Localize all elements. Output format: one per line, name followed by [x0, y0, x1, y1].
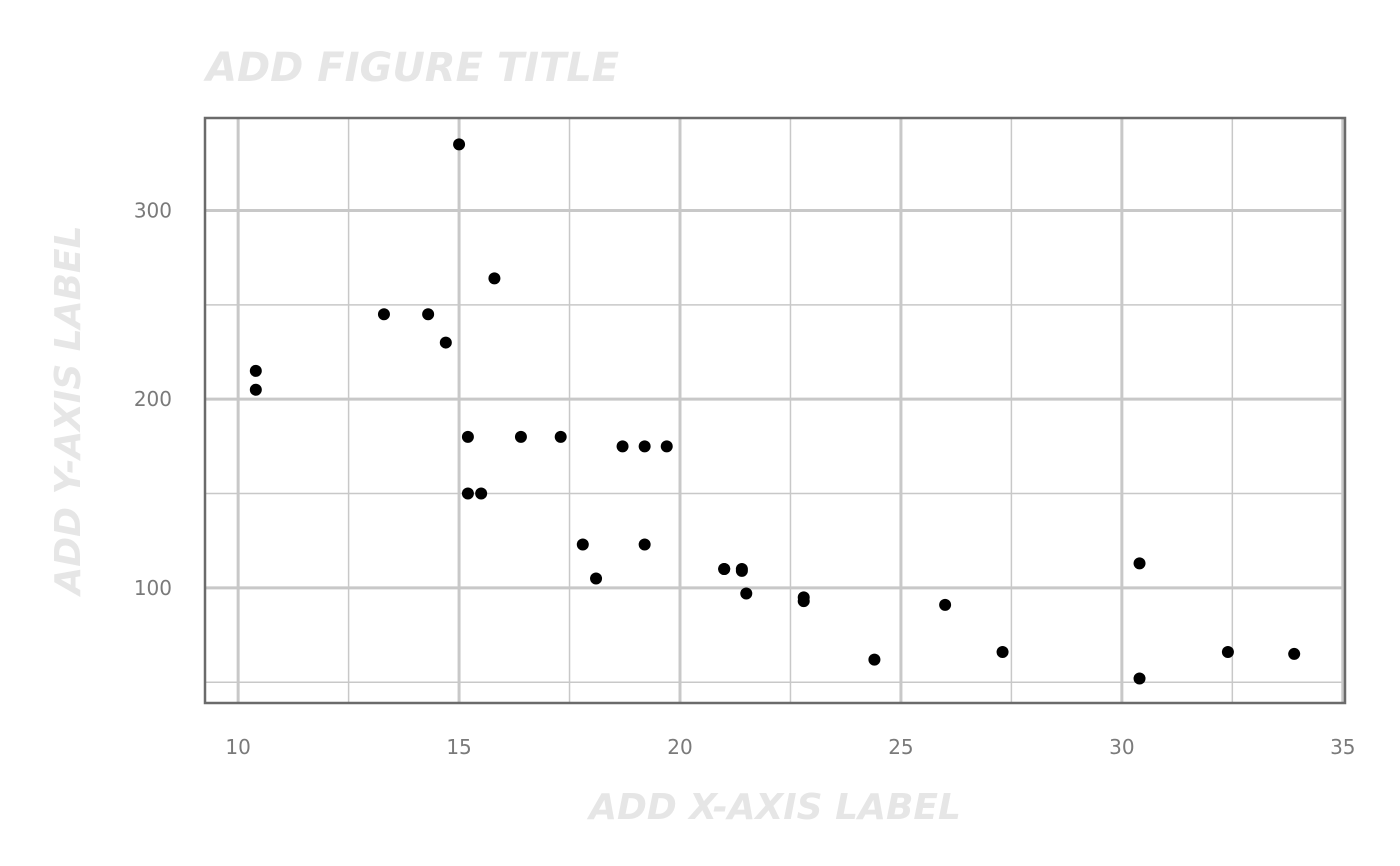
data-point [554, 430, 567, 443]
data-points [249, 138, 1301, 685]
x-tick-label: 30 [1109, 735, 1134, 759]
plot-border [203, 116, 1347, 705]
y-tick-label: 100 [134, 576, 172, 600]
data-point [249, 364, 262, 377]
data-point [868, 653, 881, 666]
y-axis-label: ADD Y-AXIS LABEL [48, 225, 89, 597]
y-tick-label: 200 [134, 387, 172, 411]
data-point [488, 272, 501, 285]
chart-title: ADD FIGURE TITLE [203, 45, 619, 91]
data-point [996, 646, 1009, 659]
data-point [422, 308, 435, 321]
data-point [638, 538, 651, 551]
data-point [735, 564, 748, 577]
data-point [660, 440, 673, 453]
data-point [475, 487, 488, 500]
data-point [616, 440, 629, 453]
data-point [576, 538, 589, 551]
x-tick-label: 15 [446, 735, 471, 759]
data-point [461, 430, 474, 443]
grid [205, 118, 1345, 703]
y-tick-label: 300 [134, 198, 172, 222]
x-tick-label: 20 [667, 735, 692, 759]
data-point [514, 430, 527, 443]
x-tick-label: 25 [888, 735, 913, 759]
tick-labels: 10 15 20 25 30 35 100 200 300 [134, 198, 1356, 759]
data-point [797, 591, 810, 604]
data-point [1288, 647, 1301, 660]
x-tick-label: 35 [1330, 735, 1355, 759]
data-point [439, 336, 452, 349]
data-point [377, 308, 390, 321]
data-point [461, 487, 474, 500]
data-point [638, 440, 651, 453]
data-point [1133, 557, 1146, 570]
data-point [590, 572, 603, 585]
data-point [1133, 672, 1146, 685]
data-point [453, 138, 466, 151]
data-point [740, 587, 753, 600]
data-point [1221, 646, 1234, 659]
data-point [939, 598, 952, 611]
data-point [249, 383, 262, 396]
data-point [718, 563, 731, 576]
x-tick-label: 10 [225, 735, 250, 759]
x-axis-label: ADD X-AXIS LABEL [586, 787, 961, 828]
